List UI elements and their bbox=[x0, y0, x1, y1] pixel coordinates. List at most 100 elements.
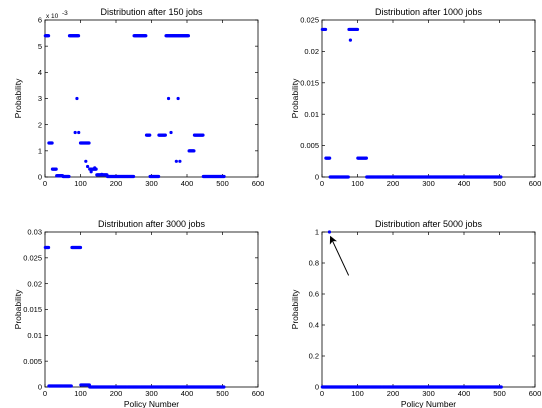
y-tick-label: 0.005 bbox=[23, 357, 42, 366]
y-axis-label: Probability bbox=[13, 289, 23, 329]
x-tick-label: 100 bbox=[74, 389, 87, 398]
data-point bbox=[76, 34, 81, 38]
y-tick-label: 6 bbox=[38, 16, 42, 25]
y-multiplier-exponent: -3 bbox=[62, 10, 68, 17]
y-tick-label: 0.015 bbox=[300, 78, 319, 87]
data-point bbox=[328, 156, 332, 160]
x-tick-label: 600 bbox=[252, 389, 265, 398]
data-series bbox=[43, 245, 226, 389]
data-point bbox=[176, 96, 180, 101]
chart-panel-3: 0 100 200 300 400 500 600 0 0.005 0.01 0.015 0.02 0.… bbox=[13, 219, 264, 408]
data-point bbox=[355, 27, 360, 32]
y-tick-label: 0.025 bbox=[23, 253, 42, 262]
x-tick-label: 500 bbox=[493, 179, 506, 188]
x-tick-label: 100 bbox=[351, 179, 364, 188]
chart-panel-2: 0 100 200 300 400 500 600 0 0.005 0.01 0.015 0.02 0.… bbox=[290, 7, 541, 188]
x-tick-label: 0 bbox=[320, 179, 324, 188]
x-tick-label: 200 bbox=[387, 389, 400, 398]
y-axis-label: Probability bbox=[13, 78, 23, 118]
data-point bbox=[75, 96, 79, 101]
data-point bbox=[93, 166, 97, 170]
x-tick-label: 500 bbox=[216, 179, 229, 188]
data-point bbox=[222, 174, 226, 179]
axes-box bbox=[321, 231, 536, 388]
data-point bbox=[131, 174, 136, 179]
x-tick-label: 600 bbox=[252, 179, 265, 188]
data-point bbox=[186, 34, 191, 38]
x-tick-label: 300 bbox=[422, 389, 435, 398]
y-tick-label: 0.6 bbox=[309, 290, 319, 299]
x-tick-label: 200 bbox=[110, 389, 123, 398]
y-axis-label: Probability bbox=[290, 78, 300, 118]
y-multiplier-label: x 10 bbox=[46, 13, 59, 20]
data-point bbox=[148, 133, 152, 137]
data-point bbox=[346, 175, 350, 179]
data-point bbox=[54, 167, 58, 171]
chart-title: Distribution after 5000 jobs bbox=[375, 219, 483, 229]
data-point bbox=[73, 130, 77, 135]
x-tick-label: 0 bbox=[43, 389, 47, 398]
x-tick-label: 200 bbox=[387, 179, 400, 188]
x-tick-label: 400 bbox=[181, 389, 194, 398]
y-tick-label: 0.015 bbox=[23, 305, 42, 314]
data-point bbox=[327, 230, 332, 234]
data-point bbox=[178, 159, 182, 163]
data-point bbox=[77, 130, 81, 135]
data-series bbox=[320, 27, 503, 179]
y-tick-label: 0.01 bbox=[304, 110, 319, 119]
data-point bbox=[201, 133, 205, 137]
y-tick-label: 0.02 bbox=[304, 47, 319, 56]
y-tick-label: 0 bbox=[315, 173, 319, 182]
x-tick-label: 0 bbox=[43, 179, 47, 188]
data-point bbox=[144, 34, 148, 38]
data-point bbox=[86, 164, 90, 169]
y-tick-label: 2 bbox=[38, 120, 42, 129]
data-point bbox=[78, 245, 83, 250]
chart-title: Distribution after 150 jobs bbox=[100, 7, 203, 17]
data-point bbox=[163, 133, 167, 137]
axes-box bbox=[44, 231, 259, 388]
x-tick-label: 0 bbox=[320, 389, 324, 398]
y-tick-label: 0.03 bbox=[27, 228, 42, 237]
x-tick-label: 300 bbox=[422, 179, 435, 188]
y-tick-label: 5 bbox=[38, 42, 42, 51]
annotation-arrow bbox=[329, 235, 350, 276]
data-point bbox=[67, 174, 71, 179]
data-point bbox=[169, 130, 173, 135]
x-axis-label: Policy Number bbox=[401, 399, 456, 408]
x-tick-label: 200 bbox=[110, 179, 123, 188]
data-point bbox=[499, 385, 503, 389]
data-point bbox=[89, 170, 93, 174]
y-tick-label: 0.005 bbox=[300, 141, 319, 150]
axes-box bbox=[321, 19, 536, 178]
data-point bbox=[192, 149, 196, 153]
y-tick-label: 0 bbox=[38, 173, 42, 182]
data-point bbox=[46, 34, 51, 38]
x-tick-label: 300 bbox=[145, 389, 158, 398]
data-point bbox=[348, 38, 352, 42]
data-series bbox=[320, 230, 503, 389]
data-point bbox=[87, 141, 91, 145]
data-point bbox=[46, 245, 51, 250]
y-tick-label: 0 bbox=[315, 383, 319, 392]
chart-title: Distribution after 3000 jobs bbox=[98, 219, 206, 229]
x-tick-label: 400 bbox=[458, 179, 471, 188]
data-series bbox=[43, 34, 226, 179]
y-tick-label: 3 bbox=[38, 94, 42, 103]
y-tick-label: 0.2 bbox=[309, 352, 319, 361]
x-tick-label: 400 bbox=[458, 389, 471, 398]
y-tick-label: 0.02 bbox=[27, 279, 42, 288]
y-tick-label: 1 bbox=[315, 228, 319, 237]
y-tick-label: 0 bbox=[38, 383, 42, 392]
x-tick-label: 600 bbox=[529, 389, 542, 398]
y-tick-label: 4 bbox=[38, 68, 42, 77]
data-point bbox=[84, 159, 88, 163]
data-point bbox=[323, 27, 328, 32]
y-tick-label: 0.4 bbox=[309, 321, 319, 330]
data-point bbox=[157, 174, 161, 179]
chart-title: Distribution after 1000 jobs bbox=[375, 7, 483, 17]
x-tick-label: 500 bbox=[493, 389, 506, 398]
data-point bbox=[100, 172, 104, 176]
data-point bbox=[222, 385, 226, 389]
